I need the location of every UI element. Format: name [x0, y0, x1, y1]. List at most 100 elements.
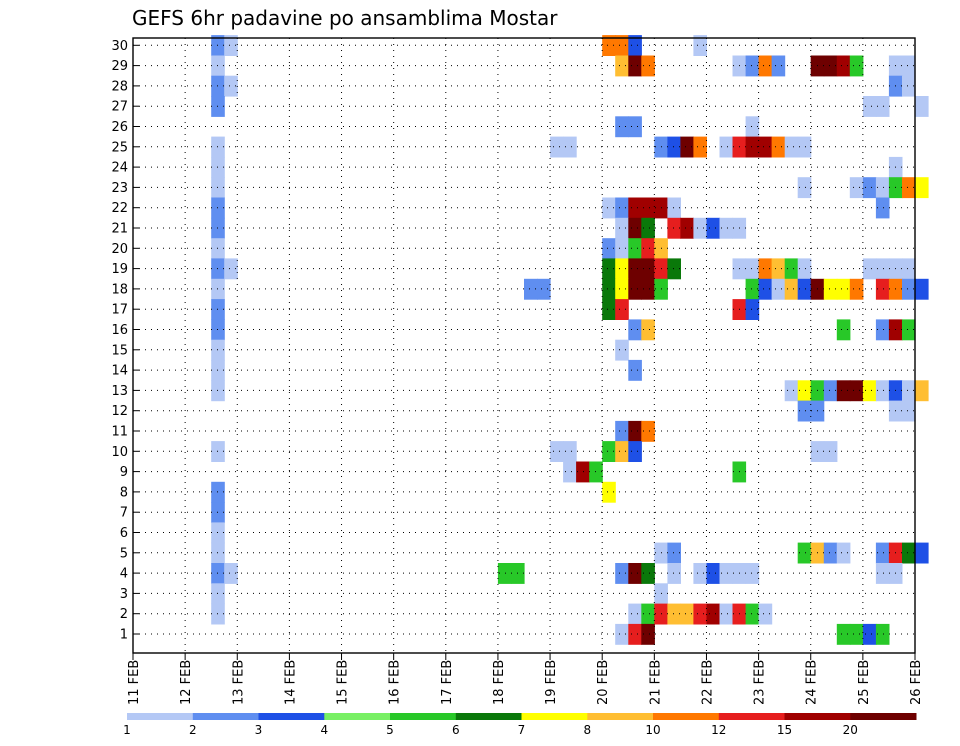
colorbar-swatch	[784, 713, 851, 720]
precip-cell	[667, 217, 681, 239]
precip-cell	[563, 441, 577, 462]
y-tick-label: 25	[111, 140, 128, 155]
x-tick-label: 15 FEB	[336, 660, 351, 705]
colorbar-label: 20	[843, 723, 858, 737]
precip-cell	[745, 258, 760, 280]
colorbar-label: 5	[386, 723, 394, 737]
precip-cell	[745, 278, 760, 300]
precip-cell	[615, 278, 629, 300]
colorbar-swatch	[258, 713, 325, 720]
precip-cell	[641, 55, 655, 77]
precip-cell	[758, 136, 773, 158]
precip-cell	[680, 217, 694, 239]
precip-cell	[784, 380, 799, 402]
precip-cell	[719, 603, 734, 625]
precip-cell	[641, 238, 655, 260]
colorbar-label: 8	[583, 723, 591, 737]
colorbar-swatch	[653, 713, 720, 720]
precip-cell	[693, 217, 707, 239]
precip-cell	[902, 55, 916, 77]
y-tick-label: 4	[120, 567, 128, 582]
precip-cell	[849, 380, 864, 402]
precip-cell	[745, 116, 760, 138]
precip-cell	[875, 319, 890, 341]
precip-cell	[823, 542, 838, 564]
precip-cell	[706, 217, 721, 239]
precip-cell	[784, 136, 799, 158]
precip-cell	[641, 563, 655, 584]
precip-cell	[875, 177, 890, 199]
y-tick-label: 24	[111, 161, 128, 176]
precip-cell	[836, 623, 851, 645]
y-tick-label: 19	[111, 262, 128, 277]
y-tick-label: 28	[111, 79, 128, 94]
precip-cell	[524, 278, 538, 300]
y-tick-label: 17	[111, 303, 128, 318]
precip-cell	[915, 542, 929, 564]
y-tick-label: 8	[120, 485, 128, 500]
precip-cell	[615, 258, 629, 280]
precip-cell	[706, 603, 721, 625]
precip-cell	[680, 136, 694, 158]
precip-cell	[667, 563, 681, 584]
precip-cell	[615, 441, 629, 462]
precip-cell	[771, 55, 786, 77]
precip-cell	[902, 177, 916, 199]
precip-cell	[667, 258, 681, 280]
precip-cell	[902, 380, 916, 402]
precip-cell	[641, 623, 655, 645]
precip-cell	[667, 603, 681, 625]
precip-cell	[224, 258, 238, 280]
precip-cell	[563, 461, 577, 483]
precip-cell	[875, 278, 890, 300]
precip-cell	[667, 542, 681, 564]
y-tick-label: 13	[111, 384, 128, 399]
precip-cell	[628, 217, 642, 239]
colorbar-label: 15	[777, 723, 792, 737]
precip-cell	[706, 563, 721, 584]
precip-cell	[576, 461, 590, 483]
colorbar-swatch	[455, 713, 522, 720]
y-tick-label: 11	[111, 425, 128, 440]
x-tick-label: 19 FEB	[544, 660, 559, 705]
y-tick-label: 10	[111, 445, 128, 460]
colorbar-label: 10	[645, 723, 660, 737]
precip-cell	[628, 278, 642, 300]
precip-cell	[693, 603, 707, 625]
precip-cell	[719, 136, 734, 158]
colorbar-label: 4	[320, 723, 328, 737]
y-tick-label: 3	[120, 587, 128, 602]
colorbar-swatch	[390, 713, 457, 720]
precip-cell	[849, 177, 864, 199]
precip-cell	[862, 258, 877, 280]
precip-cell	[771, 278, 786, 300]
x-tick-label: 23 FEB	[753, 660, 768, 705]
colorbar-label: 3	[255, 723, 263, 737]
precip-cell	[615, 55, 629, 77]
precip-cell	[602, 35, 616, 56]
precip-cell	[745, 136, 760, 158]
y-tick-label: 26	[111, 120, 128, 135]
x-tick-label: 25 FEB	[857, 660, 872, 705]
precip-cell	[628, 420, 642, 442]
y-tick-label: 15	[111, 343, 128, 358]
precip-cell	[797, 380, 812, 402]
precip-cell	[902, 542, 916, 564]
precip-cell	[537, 278, 551, 300]
y-tick-label: 18	[111, 282, 128, 297]
precip-cell	[836, 55, 851, 77]
y-tick-label: 9	[120, 465, 128, 480]
y-tick-label: 20	[111, 242, 128, 257]
precip-cell	[875, 563, 890, 584]
precip-cell	[823, 380, 838, 402]
x-tick-label: 22 FEB	[700, 660, 715, 705]
precip-cell	[615, 299, 629, 320]
x-tick-label: 26 FEB	[909, 660, 924, 705]
colorbar-swatch	[127, 713, 194, 720]
x-tick-label: 18 FEB	[492, 660, 507, 705]
colorbar-swatch	[521, 713, 588, 720]
precip-cell	[745, 603, 760, 625]
colorbar-swatch	[587, 713, 654, 720]
precip-cell	[615, 116, 629, 138]
precip-cell	[915, 278, 929, 300]
